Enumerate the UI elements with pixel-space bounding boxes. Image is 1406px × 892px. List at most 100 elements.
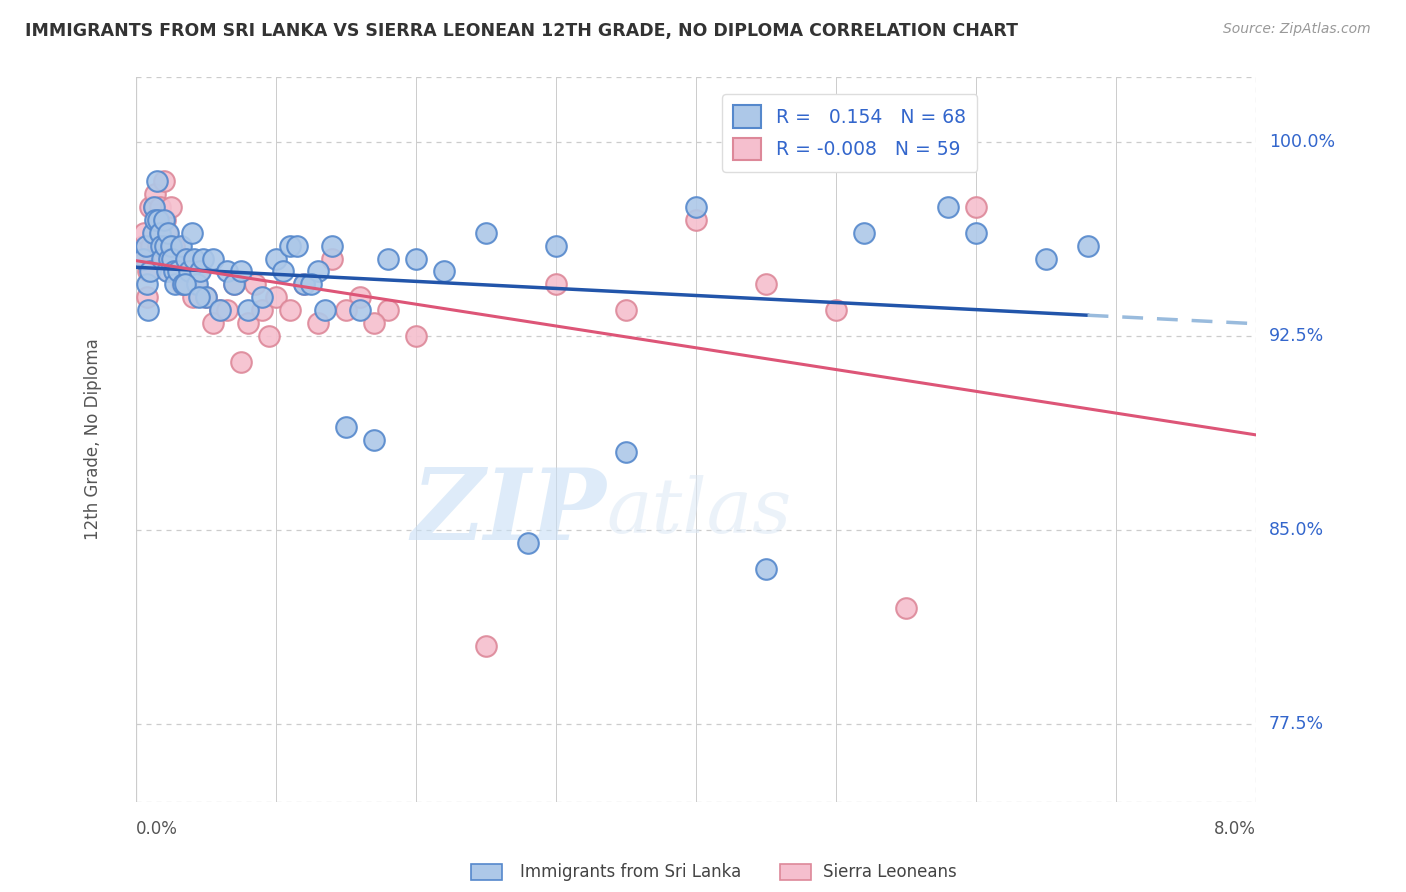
Point [191, 252, 214, 266]
Point [136, 264, 159, 278]
Point [299, 277, 322, 292]
Point [143, 186, 166, 201]
Point [936, 200, 959, 214]
Point [167, 264, 190, 278]
Point [146, 238, 169, 252]
Point [614, 445, 637, 459]
Point [335, 419, 357, 434]
Point [433, 264, 456, 278]
Point [177, 264, 200, 278]
Point [363, 316, 385, 330]
Point [142, 200, 165, 214]
Point [141, 226, 163, 240]
Point [243, 277, 266, 292]
Point [894, 600, 917, 615]
Text: 8.0%: 8.0% [1213, 820, 1256, 838]
Point [149, 252, 172, 266]
Point [150, 238, 173, 252]
Point [229, 355, 252, 369]
Point [377, 303, 399, 318]
Point [208, 303, 231, 318]
Point [142, 200, 165, 214]
Point [141, 252, 163, 266]
Point [150, 252, 173, 266]
Point [187, 290, 209, 304]
Point [307, 264, 329, 278]
Point [186, 277, 208, 292]
Text: 77.5%: 77.5% [1270, 715, 1324, 733]
Point [145, 174, 167, 188]
Point [321, 252, 343, 266]
Point [377, 252, 399, 266]
Point [160, 252, 183, 266]
Point [155, 226, 177, 240]
Point [131, 238, 153, 252]
Point [222, 277, 245, 292]
Point [201, 252, 224, 266]
Point [183, 252, 205, 266]
Point [349, 290, 371, 304]
Point [194, 290, 217, 304]
Point [321, 238, 343, 252]
Point [685, 200, 707, 214]
Point [516, 536, 538, 550]
Point [349, 303, 371, 318]
Point [174, 252, 197, 266]
Text: Source: ZipAtlas.com: Source: ZipAtlas.com [1223, 22, 1371, 37]
Point [162, 264, 184, 278]
Point [180, 226, 202, 240]
Point [236, 316, 259, 330]
Point [155, 264, 177, 278]
Point [965, 200, 987, 214]
Point [152, 174, 174, 188]
Point [152, 212, 174, 227]
Point [132, 226, 155, 240]
Text: ZIP: ZIP [411, 464, 606, 560]
Point [685, 212, 707, 227]
Point [172, 277, 194, 292]
Text: 12th Grade, No Diploma: 12th Grade, No Diploma [84, 339, 103, 541]
Point [278, 238, 301, 252]
Point [201, 316, 224, 330]
Point [173, 277, 195, 292]
Point [165, 252, 187, 266]
Point [156, 226, 179, 240]
Point [278, 303, 301, 318]
Point [614, 303, 637, 318]
Point [162, 238, 184, 252]
Point [250, 303, 273, 318]
Point [153, 212, 176, 227]
Point [215, 264, 238, 278]
Text: 100.0%: 100.0% [1270, 133, 1336, 151]
Point [474, 226, 496, 240]
Point [146, 212, 169, 227]
Text: 0.0%: 0.0% [136, 820, 177, 838]
Point [264, 252, 287, 266]
Point [544, 277, 567, 292]
Point [292, 277, 315, 292]
Point [159, 200, 181, 214]
Text: 92.5%: 92.5% [1270, 327, 1324, 345]
Point [405, 252, 427, 266]
Point [159, 238, 181, 252]
Point [363, 433, 385, 447]
Text: Sierra Leoneans: Sierra Leoneans [823, 863, 956, 881]
Point [181, 290, 204, 304]
Point [170, 277, 193, 292]
Point [153, 238, 176, 252]
Point [222, 277, 245, 292]
Point [169, 238, 191, 252]
Point [544, 238, 567, 252]
Point [755, 277, 778, 292]
Text: Immigrants from Sri Lanka: Immigrants from Sri Lanka [520, 863, 741, 881]
Legend: R =   0.154   N = 68, R = -0.008   N = 59: R = 0.154 N = 68, R = -0.008 N = 59 [721, 94, 977, 171]
Point [156, 264, 179, 278]
Point [250, 290, 273, 304]
Point [135, 290, 157, 304]
Point [965, 226, 987, 240]
Point [236, 303, 259, 318]
Point [134, 238, 156, 252]
Point [314, 303, 336, 318]
Point [852, 226, 875, 240]
Point [145, 212, 167, 227]
